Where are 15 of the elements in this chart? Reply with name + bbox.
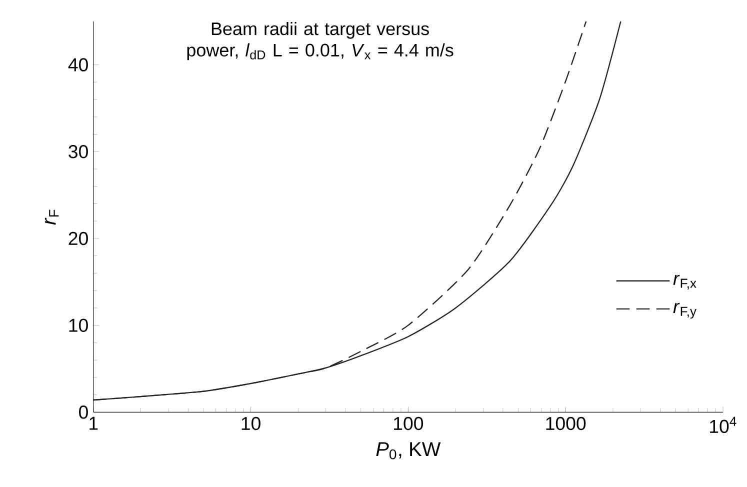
legend-label: r$_{F,y}$ xyxy=(673,302,696,319)
y-tick-label: 20 xyxy=(68,232,88,246)
text: Beam radii at target versus power, l$_{dD}$ L = 0.01, V$_{x}$ = 4.4 m/s xyxy=(187,22,454,60)
x-tick-label: 10$^{4}$ xyxy=(710,416,736,434)
y-tick-label: 0 xyxy=(79,406,88,419)
y-axis-title: r$_{F}$ xyxy=(44,210,59,225)
y-tick-label: 40 xyxy=(68,58,88,72)
x-axis-title: P$_{0}$, KW xyxy=(376,442,441,460)
x-tick-label: 100 xyxy=(394,416,424,430)
y-tick-label: 30 xyxy=(68,145,88,158)
x-tick-label: 1000 xyxy=(546,416,586,430)
x-tick-label: 10 xyxy=(242,416,260,430)
x-tick-label: 1 xyxy=(90,416,98,430)
legend-label: r$_{F,x}$ xyxy=(673,274,696,290)
y-tick-label: 10 xyxy=(69,318,88,332)
